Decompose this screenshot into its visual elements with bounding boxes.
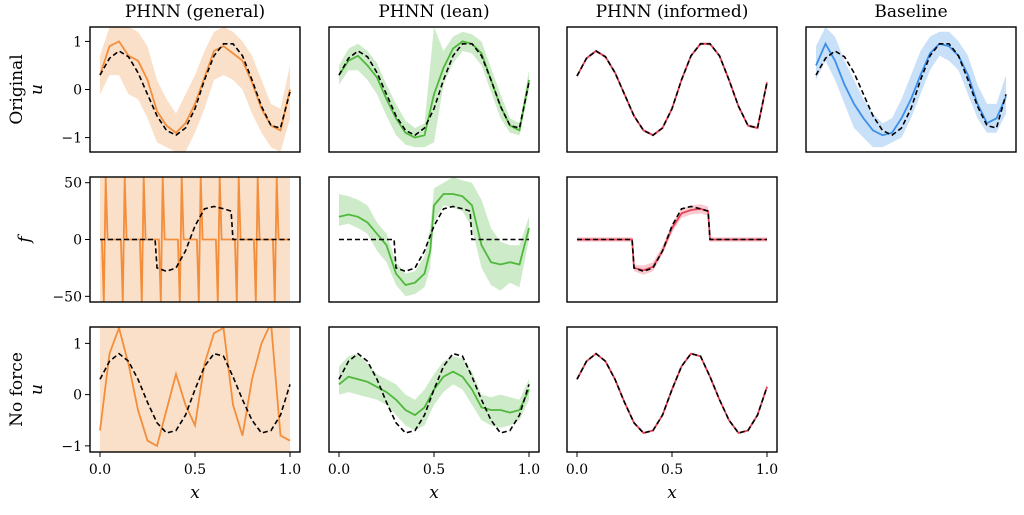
- panel-plot: [338, 352, 530, 434]
- mean-line: [576, 352, 768, 435]
- row-label: u: [27, 384, 47, 395]
- mean-line: [100, 177, 290, 302]
- x-axis-label: x: [429, 483, 439, 503]
- panel-plot: [99, 327, 291, 452]
- column-title: Baseline: [874, 2, 947, 22]
- panel-frame: [805, 26, 1017, 153]
- panel: [566, 26, 778, 153]
- panel: 50 0 −50: [52, 176, 301, 305]
- uncertainty-band: [816, 27, 1006, 148]
- reference-line: [100, 205, 290, 273]
- panel-plot: [338, 177, 530, 297]
- panel-plot: [577, 204, 767, 275]
- mean-line: [338, 193, 530, 287]
- y-tick-label: 1: [73, 336, 82, 352]
- mean-line: [338, 370, 530, 417]
- reference-line: [577, 205, 767, 273]
- panel: 0.0 0.5 1.0 x: [566, 326, 778, 503]
- panel-frame: [328, 176, 540, 303]
- uncertainty-band: [577, 352, 767, 435]
- column-title: PHNN (informed): [596, 2, 749, 22]
- x-tick-label: 1.0: [518, 462, 540, 478]
- panel-plot: [815, 27, 1007, 148]
- x-tick-label: 0.0: [566, 462, 588, 478]
- panel-plot: [338, 27, 530, 148]
- panel: [328, 26, 540, 153]
- mean-line: [99, 327, 291, 448]
- reference-line: [99, 43, 291, 137]
- reference-line: [339, 205, 529, 273]
- y-tick-label: 0: [73, 233, 82, 249]
- y-tick-label: 0: [73, 388, 82, 404]
- row-label: Original: [7, 54, 27, 124]
- mean-line: [338, 40, 530, 139]
- panel: [328, 176, 540, 303]
- panel-plot: [576, 352, 768, 435]
- reference-line: [338, 352, 530, 434]
- column-title: PHNN (lean): [378, 2, 489, 22]
- reference-line: [576, 43, 768, 137]
- panel: [566, 176, 778, 303]
- panel: [805, 26, 1017, 153]
- mean-line: [99, 40, 291, 134]
- x-tick-label: 0.5: [423, 462, 445, 478]
- x-tick-label: 0.5: [661, 462, 683, 478]
- x-tick-label: 1.0: [279, 462, 301, 478]
- panel-frame: [566, 176, 778, 303]
- x-axis-label: x: [667, 483, 677, 503]
- y-tick-label: 50: [64, 176, 82, 192]
- x-axis-label: x: [190, 483, 200, 503]
- reference-line: [99, 352, 291, 434]
- y-tick-label: 1: [73, 34, 82, 50]
- column-title: PHNN (general): [125, 2, 265, 22]
- y-tick-label: 0: [73, 83, 82, 99]
- uncertainty-band: [100, 327, 290, 452]
- uncertainty-band: [339, 353, 529, 431]
- x-tick-label: 0.0: [328, 462, 350, 478]
- x-tick-label: 0.0: [89, 462, 111, 478]
- y-tick-label: −1: [61, 439, 82, 455]
- panel: 1 0 −1: [61, 26, 301, 153]
- panel-plot: [576, 42, 768, 137]
- panel: 1 0 −1 0.0 0.5 1.0 x: [61, 326, 301, 503]
- panel-plot: [99, 27, 291, 152]
- row-label: u: [27, 84, 47, 95]
- panel: 0.0 0.5 1.0 x: [328, 326, 540, 503]
- row-label: f: [15, 234, 35, 245]
- uncertainty-band: [339, 177, 529, 297]
- uncertainty-band: [100, 27, 290, 152]
- y-tick-label: −50: [52, 289, 82, 305]
- reference-line: [576, 352, 768, 434]
- reference-line: [815, 43, 1007, 137]
- panel-frame: [566, 26, 778, 153]
- x-tick-label: 0.5: [184, 462, 206, 478]
- mean-line: [815, 41, 1007, 137]
- panel-frame: [328, 26, 540, 153]
- x-tick-label: 1.0: [756, 462, 778, 478]
- reference-line: [338, 43, 530, 137]
- uncertainty-band: [339, 27, 529, 148]
- panel-plot: [100, 177, 290, 302]
- row-label: No force: [7, 352, 27, 427]
- y-tick-label: −1: [61, 131, 82, 147]
